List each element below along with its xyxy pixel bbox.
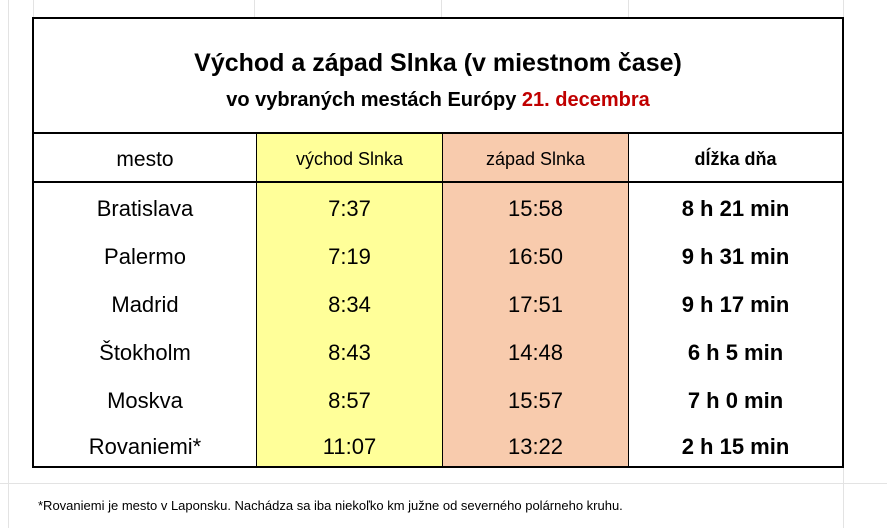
cell-city: Madrid [111,292,179,317]
cell-sunset: 13:22 [443,423,629,466]
cell-sunrise: 7:19 [256,231,443,279]
gridline [628,0,629,17]
cell-sunrise: 11:07 [256,423,443,466]
gridline [441,0,442,17]
gridline [0,483,887,484]
cell-sunrise: 8:34 [256,279,443,327]
title-date: 21. decembra [521,89,650,111]
gridline [843,0,844,17]
title-subtitle: vo vybraných mestách Európy 21. decembra [34,89,842,112]
table-row: Štokholm 8:43 14:48 6 h 5 min [34,327,842,375]
gridline [8,0,9,528]
table-row: Palermo 7:19 16:50 9 h 31 min [34,231,842,279]
cell-sunset: 15:58 [443,183,629,231]
header-sunset: západ Slnka [443,134,629,181]
cell-city: Štokholm [99,340,191,365]
header-city: mesto [116,147,174,171]
gridline [254,0,255,17]
header-day-length: dĺžka dňa [694,149,777,169]
cell-sunrise: 8:57 [256,375,443,423]
table-row: Moskva 8:57 15:57 7 h 0 min [34,375,842,423]
table-row: Rovaniemi* 11:07 13:22 2 h 15 min [34,423,842,466]
table-row: Bratislava 7:37 15:58 8 h 21 min [34,183,842,231]
title-subtitle-text: vo vybraných mestách Európy [226,89,517,111]
cell-day-length: 7 h 0 min [687,388,784,413]
cell-city: Palermo [104,244,186,269]
table-row: Madrid 8:34 17:51 9 h 17 min [34,279,842,327]
cell-city: Moskva [107,388,183,413]
header-sunrise: východ Slnka [256,134,443,181]
cell-day-length: 8 h 21 min [681,196,790,221]
table-title: Východ a západ Slnka (v miestnom čase) v… [34,19,842,134]
cell-sunset: 14:48 [443,327,629,375]
cell-sunset: 15:57 [443,375,629,423]
cell-day-length: 6 h 5 min [687,340,784,365]
cell-sunrise: 8:43 [256,327,443,375]
cell-sunset: 16:50 [443,231,629,279]
cell-city: Rovaniemi* [88,433,202,459]
cell-day-length: 9 h 31 min [681,244,790,269]
cell-sunset: 17:51 [443,279,629,327]
cell-city: Bratislava [96,196,194,221]
cell-day-length: 9 h 17 min [681,292,790,317]
table-header-row: mesto východ Slnka západ Slnka dĺžka dňa [34,134,842,183]
cell-day-length: 2 h 15 min [681,433,790,459]
title-main: Východ a západ Slnka (v miestnom čase) [194,49,682,77]
gridline [33,0,34,17]
cell-sunrise: 7:37 [256,183,443,231]
sun-table: Východ a západ Slnka (v miestnom čase) v… [32,17,844,468]
footnote: *Rovaniemi je mesto v Laponsku. Nachádza… [38,498,623,513]
